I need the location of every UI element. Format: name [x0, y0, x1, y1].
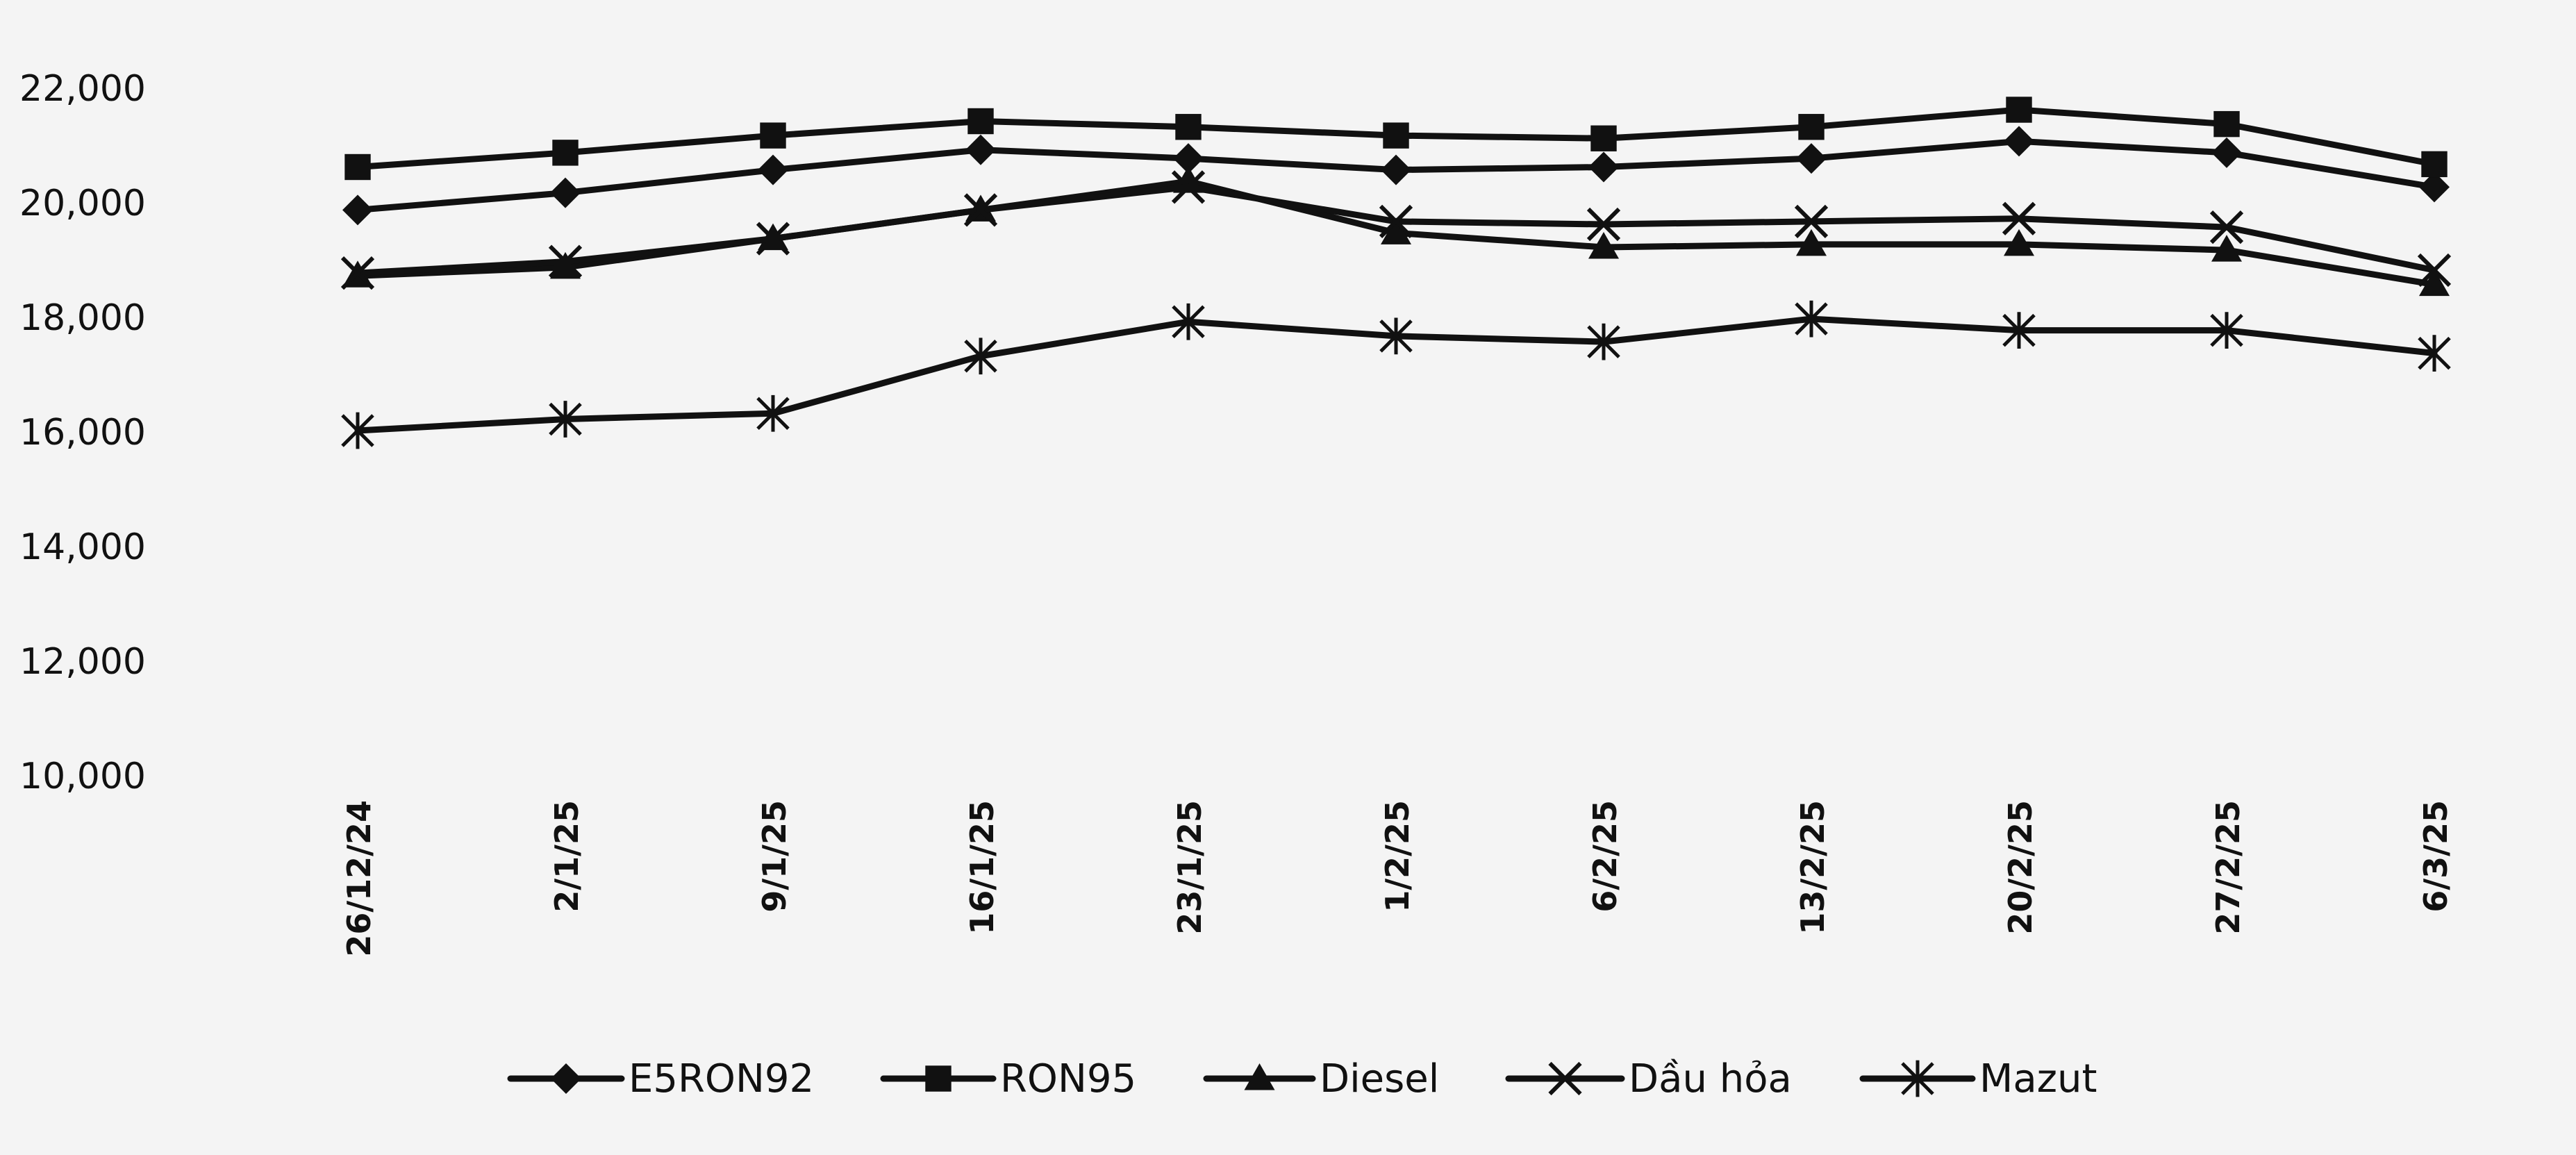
x-tick-label: 16/1/25 [963, 800, 1001, 935]
data-point-dau-hoa [1171, 170, 1206, 204]
y-tick-label: 18,000 [19, 297, 146, 339]
legend-item-diesel: Diesel [1203, 1056, 1439, 1102]
x-tick-label: 6/3/25 [2417, 800, 2454, 913]
data-point-ron95 [1383, 122, 1409, 149]
data-point-diesel [2419, 269, 2450, 297]
legend-marker-mazut [1901, 1060, 1934, 1097]
data-point-e5ron92 [2004, 126, 2034, 157]
data-point-mazut [1172, 303, 1205, 340]
y-tick-label: 20,000 [19, 183, 146, 224]
data-point-dau-hoa [1379, 204, 1413, 238]
series-dau-hoa [340, 170, 2452, 290]
data-point-e5ron92 [342, 194, 373, 226]
data-point-diesel [2211, 235, 2242, 262]
data-point-mazut [341, 412, 374, 449]
data-point-dau-hoa [1794, 204, 1829, 238]
data-point-mazut [1379, 317, 1413, 355]
data-point-ron95 [1175, 114, 1202, 140]
data-point-ron95 [2421, 151, 2448, 178]
data-point-ron95 [344, 153, 371, 181]
data-point-diesel [1381, 217, 1411, 244]
x-tick-label: 27/2/25 [2209, 800, 2247, 935]
x-tick-label: 2/1/25 [548, 800, 585, 913]
data-point-dau-hoa [2417, 253, 2452, 288]
legend-marker-e5ron92 [551, 1063, 581, 1094]
y-tick-label: 12,000 [19, 641, 146, 683]
data-point-dau-hoa [1586, 207, 1621, 242]
x-tick-label: 26/12/24 [340, 800, 378, 957]
data-point-e5ron92 [1381, 154, 1411, 185]
data-point-dau-hoa [756, 222, 790, 256]
data-point-e5ron92 [1588, 151, 1619, 183]
x-tick-label: 20/2/25 [2002, 800, 2039, 935]
data-point-dau-hoa [2002, 201, 2036, 235]
legend-label: Diesel [1320, 1056, 1439, 1102]
data-point-ron95 [1590, 125, 1617, 151]
data-point-ron95 [552, 140, 579, 166]
legend-label: Dầu hỏa [1629, 1056, 1792, 1102]
legend-label: RON95 [1000, 1056, 1136, 1102]
legend-item-dau-hoa: Dầu hỏa [1505, 1056, 1792, 1102]
legend-marker-dau-hoa [1548, 1061, 1582, 1096]
data-point-ron95 [1798, 114, 1825, 140]
data-point-e5ron92 [1796, 143, 1827, 174]
data-point-e5ron92 [1173, 143, 1204, 174]
data-point-mazut [964, 338, 997, 375]
data-point-mazut [1795, 300, 1828, 338]
data-point-e5ron92 [2419, 172, 2450, 203]
data-point-ron95 [2213, 110, 2240, 138]
x-tick-label: 9/1/25 [756, 800, 793, 913]
data-point-e5ron92 [965, 134, 996, 165]
data-point-ron95 [2006, 97, 2032, 123]
legend: E5RON92 RON95 Diesel Dầu hỏa Mazut [507, 1056, 2097, 1102]
y-axis-ticks: 10,000 12,000 14,000 16,000 18,000 20,000 22,0… [19, 68, 146, 797]
data-point-ron95 [967, 108, 994, 135]
data-point-mazut [2210, 312, 2243, 349]
data-point-diesel [1588, 232, 1619, 259]
x-axis-ticks: 26/12/24 2/1/25 9/1/25 16/1/25 23/1/25 1/2/25… [340, 800, 2454, 957]
data-point-dau-hoa [548, 244, 583, 279]
x-tick-label: 13/2/25 [1794, 800, 1831, 935]
data-point-mazut [2002, 312, 2036, 349]
y-tick-label: 22,000 [19, 68, 146, 110]
data-point-mazut [1587, 323, 1620, 360]
series-group [340, 97, 2452, 449]
legend-label: E5RON92 [629, 1056, 814, 1102]
data-point-dau-hoa [963, 193, 998, 227]
data-point-diesel [1796, 228, 1827, 256]
legend-item-ron95: RON95 [880, 1056, 1136, 1102]
legend-item-mazut: Mazut [1859, 1056, 2097, 1102]
data-point-mazut [2418, 335, 2451, 372]
data-point-e5ron92 [550, 177, 581, 208]
data-point-dau-hoa [340, 256, 375, 290]
data-point-e5ron92 [2211, 137, 2242, 168]
data-point-mazut [756, 394, 790, 432]
x-tick-label: 1/2/25 [1379, 800, 1416, 913]
data-point-dau-hoa [2209, 210, 2244, 244]
data-point-ron95 [760, 122, 786, 149]
legend-item-e5ron92: E5RON92 [507, 1056, 814, 1102]
y-tick-label: 10,000 [19, 756, 146, 797]
legend-label: Mazut [1979, 1056, 2097, 1102]
y-tick-label: 14,000 [19, 526, 146, 568]
data-point-diesel [2004, 228, 2034, 256]
x-tick-label: 6/2/25 [1586, 800, 1624, 913]
series-e5ron92 [342, 126, 2450, 226]
y-tick-label: 16,000 [19, 412, 146, 454]
series-mazut [341, 300, 2451, 449]
series-ron95 [344, 97, 2448, 181]
legend-marker-diesel [1244, 1063, 1275, 1090]
data-point-mazut [549, 401, 582, 438]
x-tick-label: 23/1/25 [1171, 800, 1208, 935]
data-point-e5ron92 [758, 154, 788, 185]
legend-marker-ron95 [925, 1065, 952, 1092]
